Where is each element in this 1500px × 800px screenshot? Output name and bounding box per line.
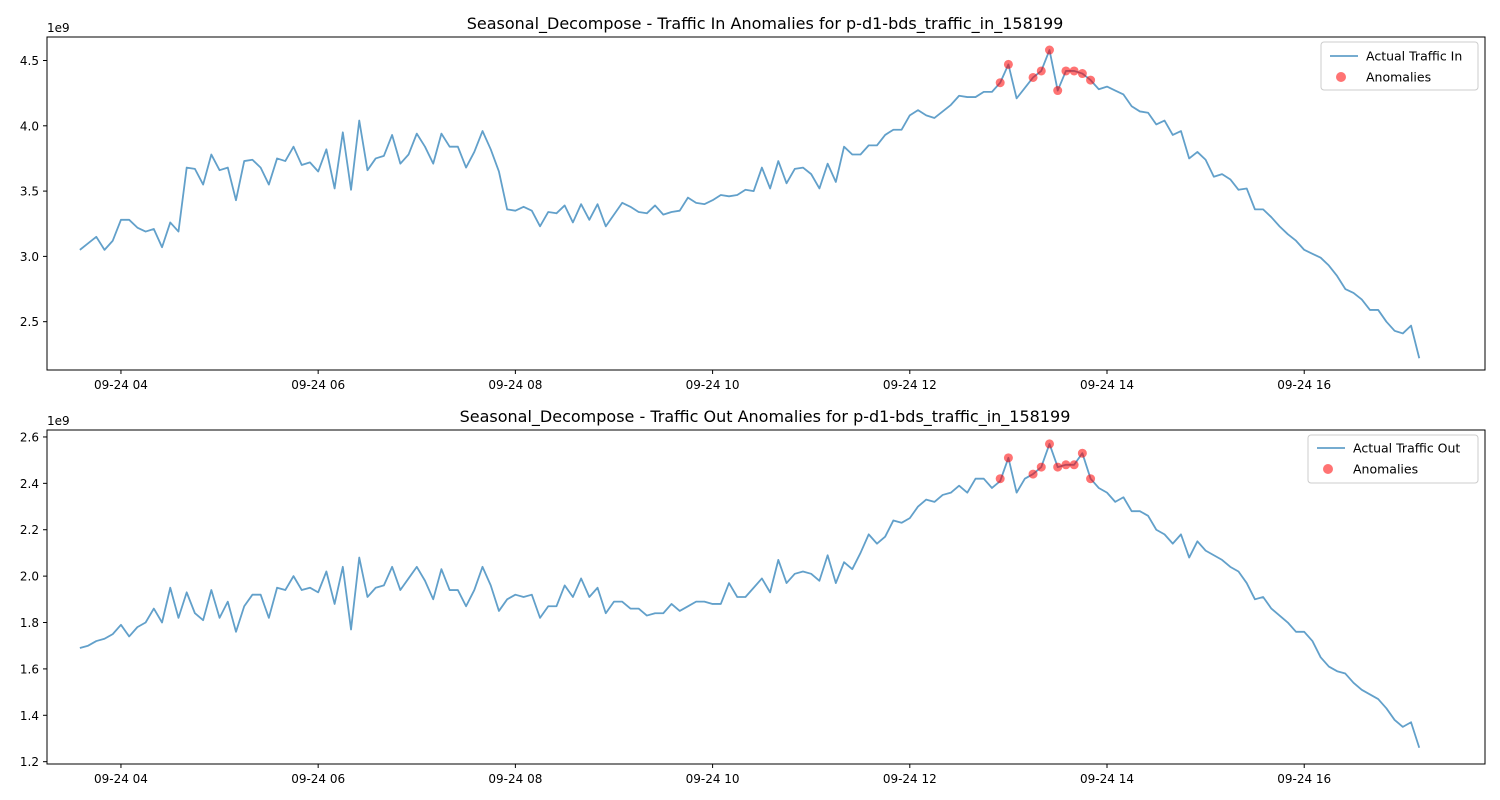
legend-label-anomalies: Anomalies [1353,462,1418,477]
legend-box [1320,41,1479,91]
anomaly-point [1061,460,1071,470]
x-tick-label: 09-24 10 [686,378,740,392]
x-tick-label: 09-24 14 [1080,378,1134,392]
y-tick-label: 2.2 [20,523,39,537]
x-tick-label: 09-24 16 [1277,772,1331,786]
x-tick-label: 09-24 14 [1080,772,1134,786]
y-tick-label: 2.0 [20,570,39,584]
anomaly-point [1044,45,1054,55]
series-line-actual [79,443,1421,749]
anomaly-point [1003,453,1013,463]
x-tick-label: 09-24 12 [883,772,937,786]
x-tick-label: 09-24 04 [94,772,148,786]
chart-title: Seasonal_Decompose - Traffic Out Anomali… [460,407,1071,427]
anomaly-point [1086,474,1096,484]
plot-area [79,45,1421,359]
anomaly-point [1028,72,1038,82]
legend-marker-swatch [1336,72,1346,82]
y-tick-label: 2.6 [20,430,39,444]
anomaly-point [1053,462,1063,472]
anomaly-point [1053,86,1063,96]
x-tick-label: 09-24 10 [686,772,740,786]
x-axis: 09-24 04 09-24 06 09-24 08 09-24 10 09-24 12… [94,764,1331,786]
x-tick-label: 09-24 06 [291,378,345,392]
anomaly-point [1061,66,1071,76]
y-tick-label: 1.6 [20,662,39,676]
y-tick-label: 4.0 [20,119,39,133]
x-tick-label: 09-24 06 [291,772,345,786]
legend-label-anomalies: Anomalies [1366,70,1431,85]
axes-frame [46,36,1486,371]
legend-label-actual: Actual Traffic In [1366,49,1462,64]
x-tick-label: 09-24 12 [883,378,937,392]
traffic-out-chart: Seasonal_Decompose - Traffic Out Anomali… [20,407,1486,786]
y-axis-exponent-label: 1e9 [47,21,70,35]
x-axis: 09-24 04 09-24 06 09-24 08 09-24 10 09-24 12… [94,370,1331,392]
anomaly-point [995,78,1005,88]
anomaly-point [1069,460,1079,470]
x-tick-label: 09-24 16 [1277,378,1331,392]
legend-box [1307,434,1479,484]
y-axis: 2.5 3.0 3.5 4.0 4.5 [20,54,47,329]
anomaly-point [1028,469,1038,479]
axes-frame [46,429,1486,765]
legend: Actual Traffic In Anomalies [1320,41,1479,91]
anomaly-point [1044,439,1054,449]
x-tick-label: 09-24 08 [488,378,542,392]
y-tick-label: 2.4 [20,477,39,491]
plot-area [79,439,1421,749]
y-tick-label: 2.5 [20,315,39,329]
y-tick-label: 1.8 [20,616,39,630]
y-tick-label: 1.2 [20,755,39,769]
y-tick-label: 3.0 [20,250,39,264]
anomaly-point [1036,66,1046,76]
anomaly-point [1003,59,1013,69]
y-tick-label: 3.5 [20,185,39,199]
anomaly-point [1036,462,1046,472]
series-line-actual [79,49,1421,359]
anomaly-point [1069,66,1079,76]
anomaly-point [995,474,1005,484]
y-axis: 1.2 1.4 1.6 1.8 2.0 2.2 2.4 2.6 [20,430,47,769]
legend-label-actual: Actual Traffic Out [1353,441,1460,456]
chart-title: Seasonal_Decompose - Traffic In Anomalie… [467,14,1064,34]
x-tick-label: 09-24 08 [488,772,542,786]
y-axis-exponent-label: 1e9 [47,414,70,428]
legend: Actual Traffic Out Anomalies [1307,434,1479,484]
x-tick-label: 09-24 04 [94,378,148,392]
y-tick-label: 1.4 [20,709,39,723]
anomaly-point [1077,448,1087,458]
traffic-in-chart: Seasonal_Decompose - Traffic In Anomalie… [20,14,1486,392]
y-tick-label: 4.5 [20,54,39,68]
anomaly-point [1086,75,1096,85]
anomaly-point [1077,69,1087,79]
legend-marker-swatch [1323,464,1333,474]
